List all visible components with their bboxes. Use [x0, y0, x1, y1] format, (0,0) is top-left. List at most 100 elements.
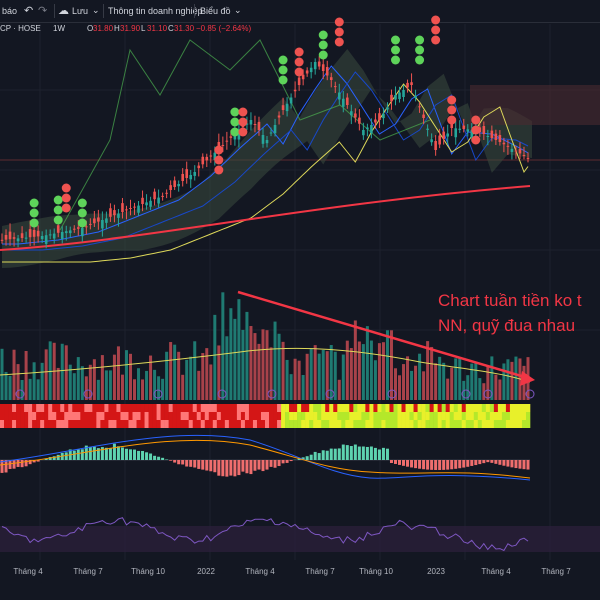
candle — [285, 103, 289, 112]
save-button[interactable]: Lưu — [72, 6, 89, 16]
chart-menu-button[interactable]: Biểu đồ — [200, 6, 231, 16]
interval-label[interactable]: 1W — [53, 24, 65, 33]
heat-cell — [108, 404, 113, 412]
heat-cell — [16, 404, 21, 412]
x-axis-tick-label: 2023 — [427, 567, 445, 576]
candle — [109, 208, 112, 217]
candle — [438, 135, 441, 145]
chart-menu-chevron-down-icon[interactable]: ⌄ — [234, 5, 242, 15]
sell-signal-dot — [471, 125, 481, 135]
heat-cell — [8, 420, 13, 428]
candle — [382, 113, 385, 119]
heat-cell — [260, 404, 266, 412]
symbol-label[interactable]: CP · HOSE — [0, 24, 41, 33]
cloud-icon[interactable]: ☁ — [58, 5, 69, 17]
heat-cell — [437, 420, 442, 428]
candle — [450, 122, 454, 128]
macd-histogram-bar — [225, 460, 229, 477]
volume-bar — [490, 356, 494, 400]
candle — [173, 180, 176, 187]
volume-bar — [458, 358, 462, 400]
heat-cell — [293, 404, 298, 412]
heat-cell — [80, 420, 85, 428]
heat-cell — [156, 420, 161, 428]
heat-cell — [449, 412, 455, 420]
volume-bar — [124, 350, 128, 400]
macd-histogram-bar — [213, 460, 217, 473]
volume-bar — [377, 343, 381, 400]
heat-cell — [309, 412, 314, 420]
volume-bar — [438, 356, 442, 400]
volume-bar — [381, 342, 385, 400]
heat-cell — [128, 420, 133, 428]
candle — [32, 229, 36, 237]
candle — [52, 233, 56, 239]
heat-cell — [44, 404, 49, 412]
heat-cell — [341, 412, 346, 420]
macd-histogram-bar — [137, 450, 141, 460]
heat-cell — [309, 404, 314, 412]
candle — [193, 172, 197, 176]
macd-histogram-bar — [217, 460, 221, 476]
volume-bar — [506, 359, 510, 400]
heat-cell — [417, 404, 422, 412]
buy-signal-dot — [278, 55, 288, 65]
toolbar-left-label[interactable]: báo — [2, 6, 18, 16]
heat-cell — [269, 404, 274, 412]
buy-signal-dot — [278, 75, 288, 85]
volume-bar — [64, 345, 68, 400]
volume-bar — [157, 376, 161, 400]
heat-cell — [453, 412, 459, 420]
heat-cell — [385, 420, 390, 428]
company-info-button[interactable]: Thông tin doanh nghiệp — [108, 6, 203, 16]
volume-bar — [454, 358, 458, 400]
heat-cell — [156, 404, 161, 412]
volume-bar — [100, 355, 104, 400]
heat-cell — [148, 420, 153, 428]
heat-cell — [32, 420, 37, 428]
heat-cell — [517, 420, 523, 428]
volume-bar — [76, 357, 80, 400]
heat-cell — [164, 404, 169, 412]
heat-cell — [497, 404, 503, 412]
heat-cell — [104, 412, 109, 420]
undo-icon[interactable]: ↶ — [24, 5, 34, 17]
heat-cell — [260, 412, 266, 420]
heat-cell — [449, 420, 455, 428]
heat-cell — [0, 404, 5, 412]
heat-cell — [260, 420, 266, 428]
heat-cell — [28, 420, 33, 428]
macd-histogram-bar — [506, 460, 510, 467]
volume-bar — [265, 330, 269, 400]
heat-cell — [401, 404, 406, 412]
heat-cell — [224, 404, 230, 412]
redo-icon[interactable]: ↷ — [38, 5, 48, 17]
heat-cell — [132, 404, 137, 412]
candle — [426, 128, 429, 130]
macd-histogram-bar — [36, 460, 40, 462]
macd-histogram-bar — [438, 460, 442, 470]
macd-histogram-bar — [141, 450, 145, 460]
heat-cell — [525, 420, 531, 428]
volume-bar — [353, 320, 357, 400]
volume-bar — [325, 351, 329, 400]
candle — [201, 156, 205, 165]
candle — [169, 185, 172, 190]
candle — [486, 136, 490, 137]
candle — [466, 129, 470, 132]
save-dropdown-chevron-down-icon[interactable]: ⌄ — [92, 5, 100, 15]
heat-cell — [281, 404, 286, 412]
heat-cell — [224, 412, 230, 420]
heat-cell — [297, 420, 302, 428]
macd-histogram-bar — [116, 446, 120, 460]
x-axis-tick-label: Tháng 7 — [305, 567, 335, 576]
heat-cell — [196, 420, 202, 428]
macd-histogram-bar — [237, 460, 241, 476]
macd-histogram-bar — [410, 460, 414, 468]
volume-bar — [16, 364, 20, 400]
macd-histogram-bar — [145, 452, 149, 460]
heat-cell — [361, 420, 366, 428]
heat-cell — [373, 420, 378, 428]
macd-histogram-bar — [257, 460, 261, 470]
